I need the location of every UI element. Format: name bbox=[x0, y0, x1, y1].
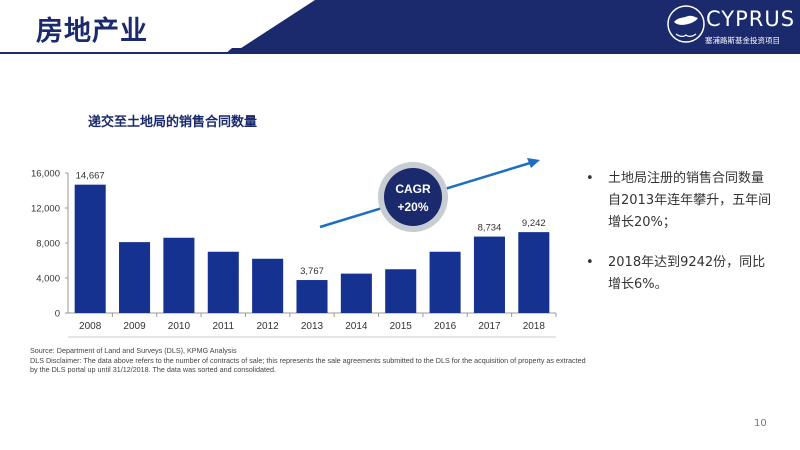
bullet-item: • 土地局注册的销售合同数量自2013年连年攀升，五年间增长20%； bbox=[586, 168, 776, 234]
bullet-text: 2018年达到9242份，同比增长6%。 bbox=[608, 255, 766, 292]
bar bbox=[296, 280, 328, 313]
trend-arrowhead-icon bbox=[527, 158, 540, 168]
page-title: 房地产业 bbox=[36, 16, 148, 47]
header: 房地产业 CYPRUS 塞浦路斯基金投资项目 bbox=[0, 0, 800, 54]
source-line: Source: Department of Land and Surveys (… bbox=[30, 346, 237, 355]
bar bbox=[340, 273, 372, 313]
y-tick-label: 0 bbox=[55, 309, 60, 320]
bullet-text: 土地局注册的销售合同数量自2013年连年攀升，五年间增长20%； bbox=[608, 171, 772, 230]
bar bbox=[252, 258, 284, 313]
logo-subtitle: 塞浦路斯基金投资项目 bbox=[705, 36, 780, 45]
y-tick-label: 16,000 bbox=[31, 169, 60, 180]
x-tick-label: 2011 bbox=[213, 321, 235, 332]
bullet-list: • 土地局注册的销售合同数量自2013年连年攀升，五年间增长20%； • 201… bbox=[586, 168, 776, 314]
bar bbox=[119, 242, 151, 313]
bar bbox=[74, 184, 106, 313]
x-tick-label: 2013 bbox=[301, 321, 324, 332]
bullet-marker: • bbox=[586, 171, 594, 186]
bar bbox=[163, 237, 195, 313]
bar bbox=[473, 236, 505, 313]
header-band bbox=[0, 0, 800, 54]
data-label: 14,667 bbox=[76, 171, 105, 182]
y-tick-label: 4,000 bbox=[36, 274, 60, 285]
bullet-marker: • bbox=[586, 255, 594, 270]
page-number: 10 bbox=[754, 418, 767, 429]
x-tick-label: 2008 bbox=[79, 321, 102, 332]
bullet-item: • 2018年达到9242份，同比增长6%。 bbox=[586, 252, 776, 296]
chart-title: 递交至土地局的销售合同数量 bbox=[88, 115, 258, 130]
x-tick-label: 2009 bbox=[123, 321, 146, 332]
bar bbox=[385, 269, 417, 313]
data-label: 8,734 bbox=[478, 223, 502, 234]
x-tick-label: 2010 bbox=[168, 321, 191, 332]
x-tick-label: 2014 bbox=[345, 321, 368, 332]
bar bbox=[207, 251, 239, 313]
x-tick-label: 2012 bbox=[257, 321, 280, 332]
x-tick-label: 2016 bbox=[434, 321, 457, 332]
y-tick-label: 8,000 bbox=[36, 239, 60, 250]
cagr-label: CAGR bbox=[395, 182, 431, 196]
bar bbox=[518, 232, 550, 313]
y-tick-label: 12,000 bbox=[31, 204, 60, 215]
disclaimer-text: DLS Disclaimer: The data above refers to… bbox=[30, 355, 586, 375]
logo-text: CYPRUS bbox=[706, 7, 796, 31]
cyprus-logo bbox=[667, 5, 705, 43]
bar bbox=[429, 251, 461, 313]
cagr-badge bbox=[384, 168, 442, 226]
x-tick-label: 2018 bbox=[523, 321, 546, 332]
data-label: 3,767 bbox=[300, 266, 324, 277]
x-tick-label: 2017 bbox=[478, 321, 501, 332]
cagr-value: +20% bbox=[397, 200, 428, 214]
x-tick-label: 2015 bbox=[390, 321, 413, 332]
data-label: 9,242 bbox=[522, 218, 546, 229]
source-note: Source: Department of Land and Surveys (… bbox=[30, 346, 590, 375]
